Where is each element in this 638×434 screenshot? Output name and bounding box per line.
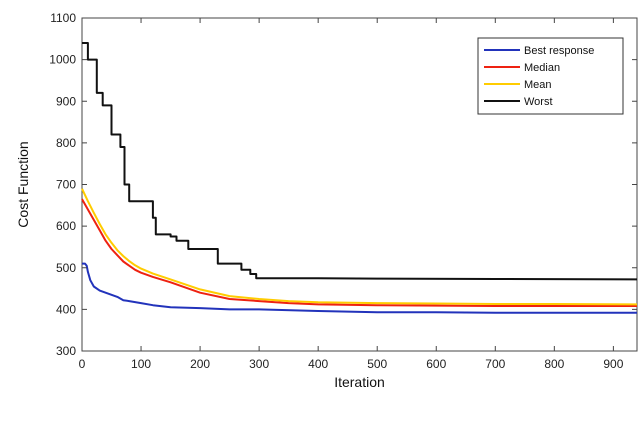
legend-label-worst: Worst (524, 96, 553, 108)
legend-label-best-response: Best response (524, 45, 594, 57)
x-tick-label-4: 400 (308, 357, 328, 371)
x-tick-label-2: 200 (190, 357, 210, 371)
x-tick-label-9: 900 (603, 357, 623, 371)
series-line-median (81, 198, 637, 307)
y-tick-label-7: 1000 (49, 53, 76, 67)
y-tick-label-8: 1100 (50, 11, 76, 25)
x-tick-label-1: 100 (131, 357, 151, 371)
y-tick-label-4: 700 (56, 178, 76, 192)
series-layer (81, 42, 638, 314)
y-tick-label-3: 600 (56, 219, 76, 233)
x-tick-label-5: 500 (367, 357, 387, 371)
y-tick-label-2: 500 (56, 261, 76, 275)
y-axis: 300 400 500 600 700 800 900 1000 1100 (49, 11, 637, 358)
legend: Best response Median Mean Worst (477, 37, 624, 115)
x-axis-title: Iteration (334, 374, 385, 390)
series-line-mean (81, 188, 638, 306)
legend-label-mean: Mean (524, 79, 552, 91)
x-tick-label-3: 300 (249, 357, 269, 371)
x-tick-label-0: 0 (79, 357, 86, 371)
x-tick-label-8: 800 (544, 357, 564, 371)
series-line-worst (82, 42, 638, 281)
series-line-best-response (82, 262, 637, 314)
y-tick-label-1: 400 (56, 302, 76, 316)
x-tick-label-7: 700 (485, 357, 505, 371)
y-axis-title: Cost Function (15, 141, 31, 227)
y-tick-label-0: 300 (56, 344, 76, 358)
y-tick-label-5: 800 (56, 136, 76, 150)
x-axis: 0 100 200 300 400 500 600 700 800 900 (79, 18, 624, 371)
x-tick-label-6: 600 (426, 357, 446, 371)
y-tick-label-6: 900 (56, 94, 76, 108)
legend-label-median: Median (524, 62, 560, 74)
